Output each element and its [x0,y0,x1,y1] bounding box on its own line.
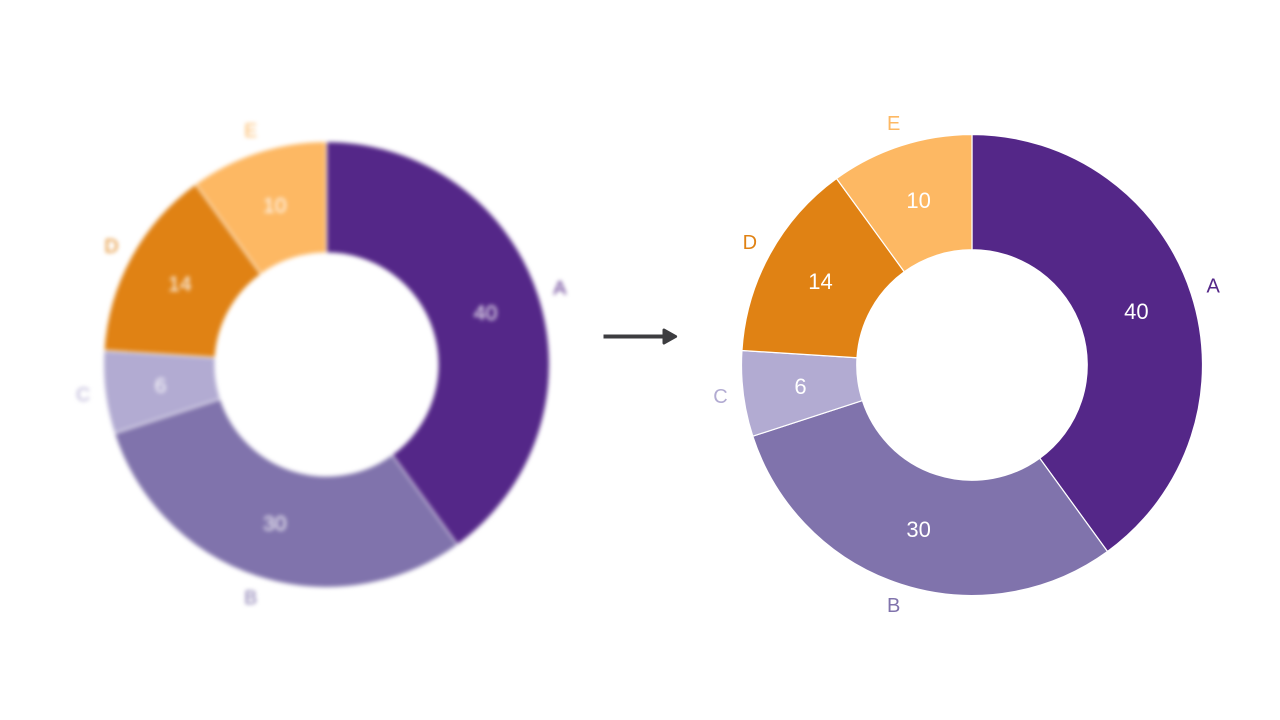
slice-value-D: 14 [808,269,832,294]
slice-label-D: D [105,235,119,257]
donut-chart-blurred: 40 A 30 B 6 C 14 D 10 E [7,0,647,720]
slice-value-B: 30 [263,512,287,536]
slice-value-C: 6 [794,374,806,399]
donut-slice-A [325,140,551,546]
slice-label-C: C [713,386,727,408]
slice-label-E: E [887,113,900,135]
slice-value-A: 40 [1124,299,1148,324]
slice-label-B: B [244,587,257,609]
slice-label-E: E [244,120,257,142]
donut-slice-B [113,398,459,589]
slice-value-A: 40 [474,301,498,325]
slice-value-C: 6 [155,373,167,397]
donut-slice-A [971,133,1204,553]
donut-slice-E [835,133,973,273]
donut-slice-E [194,140,328,275]
slice-value-E: 10 [263,193,287,217]
donut-chart-sharp: 40 A 30 B 6 C 14 D 10 E [652,0,1280,720]
slice-label-B: B [887,595,900,617]
slice-label-C: C [76,384,90,406]
slice-value-B: 30 [906,517,930,542]
slice-label-D: D [743,232,757,254]
donut-slice-B [752,400,1109,597]
slice-value-D: 14 [168,272,192,296]
slice-label-A: A [553,278,566,300]
donut-slice-D [741,177,905,359]
slice-value-E: 10 [906,188,930,213]
slice-label-A: A [1206,276,1220,298]
